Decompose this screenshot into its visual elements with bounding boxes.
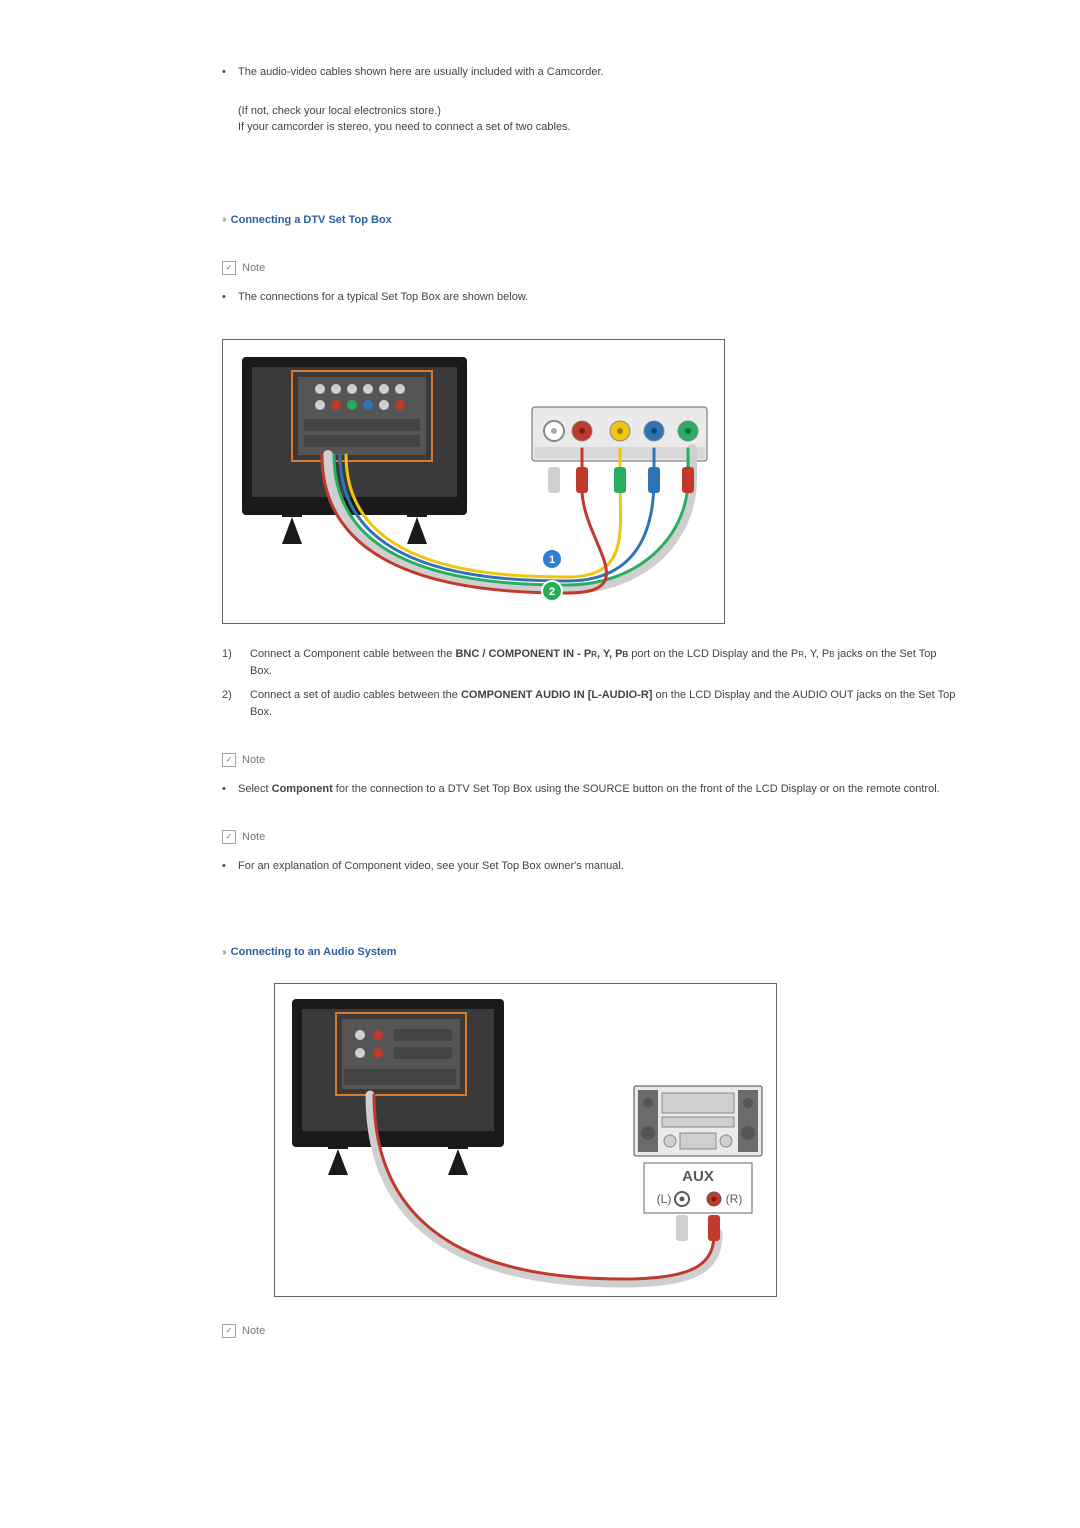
bullet-glyph: • [222, 858, 238, 875]
dtv-step-1: 1) Connect a Component cable between the… [222, 646, 960, 679]
check-note-icon: ✓ [222, 261, 236, 275]
aux-r: (R) [726, 1192, 743, 1206]
dtv-note3-bullet: • For an explanation of Component video,… [222, 858, 960, 875]
note-label-1: Note [242, 260, 265, 277]
note-row-3: ✓ Note [222, 829, 960, 846]
figure-dtv-svg: 1 2 [222, 339, 725, 624]
check-note-icon: ✓ [222, 830, 236, 844]
section-heading-audio-text: Connecting to an Audio System [231, 944, 397, 961]
dtv-step-2: 2) Connect a set of audio cables between… [222, 687, 960, 720]
check-note-icon: ✓ [222, 1324, 236, 1338]
dtv-note1-bullet: • The connections for a typical Set Top … [222, 289, 960, 306]
intro-bullet-text: The audio-video cables shown here are us… [238, 64, 960, 81]
section-heading-audio: ›› Connecting to an Audio System [222, 944, 960, 961]
step-text-1: Connect a Component cable between the BN… [250, 646, 960, 679]
aux-l: (L) [657, 1192, 672, 1206]
figure-audio-svg: AUX (L) (R) [274, 983, 777, 1297]
bullet-glyph: • [222, 64, 238, 81]
step-num-2: 2) [222, 687, 250, 720]
note-row-1: ✓ Note [222, 260, 960, 277]
intro-line2: (If not, check your local electronics st… [238, 103, 960, 120]
chevron-right-icon: ›› [222, 212, 225, 227]
note-row-4: ✓ Note [222, 1323, 960, 1340]
aux-label: AUX [682, 1168, 714, 1185]
dtv-note2-bullet: • Select Component for the connection to… [222, 781, 960, 798]
note-label-4: Note [242, 1323, 265, 1340]
section-heading-dtv: ›› Connecting a DTV Set Top Box [222, 212, 960, 229]
note-label-2: Note [242, 752, 265, 769]
badge-1: 1 [549, 554, 555, 566]
section-heading-dtv-text: Connecting a DTV Set Top Box [231, 212, 392, 229]
check-note-icon: ✓ [222, 753, 236, 767]
note-row-2: ✓ Note [222, 752, 960, 769]
dtv-note2-text: Select Component for the connection to a… [238, 781, 960, 798]
step-text-2: Connect a set of audio cables between th… [250, 687, 960, 720]
badge-2: 2 [549, 586, 555, 598]
dtv-note3-text: For an explanation of Component video, s… [238, 858, 960, 875]
note-label-3: Note [242, 829, 265, 846]
page: • The audio-video cables shown here are … [0, 0, 1080, 1528]
bullet-glyph: • [222, 289, 238, 306]
chevron-right-icon: ›› [222, 945, 225, 960]
figure-dtv: 1 2 [222, 339, 960, 624]
step-num-1: 1) [222, 646, 250, 679]
bullet-glyph: • [222, 781, 238, 798]
dtv-note1-text: The connections for a typical Set Top Bo… [238, 289, 960, 306]
figure-audio: AUX (L) (R) [274, 983, 960, 1297]
intro-bullet: • The audio-video cables shown here are … [222, 64, 960, 81]
intro-line3: If your camcorder is stereo, you need to… [238, 119, 960, 136]
